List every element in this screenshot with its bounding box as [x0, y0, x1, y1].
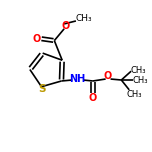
Text: O: O [33, 34, 41, 44]
Text: S: S [39, 84, 46, 94]
Text: CH₃: CH₃ [126, 90, 142, 99]
Text: CH₃: CH₃ [130, 66, 146, 75]
Text: NH: NH [69, 74, 85, 84]
Text: CH₃: CH₃ [75, 14, 92, 24]
Text: O: O [89, 93, 97, 103]
Text: CH₃: CH₃ [132, 76, 148, 85]
Text: O: O [61, 21, 69, 31]
Text: O: O [104, 71, 112, 81]
